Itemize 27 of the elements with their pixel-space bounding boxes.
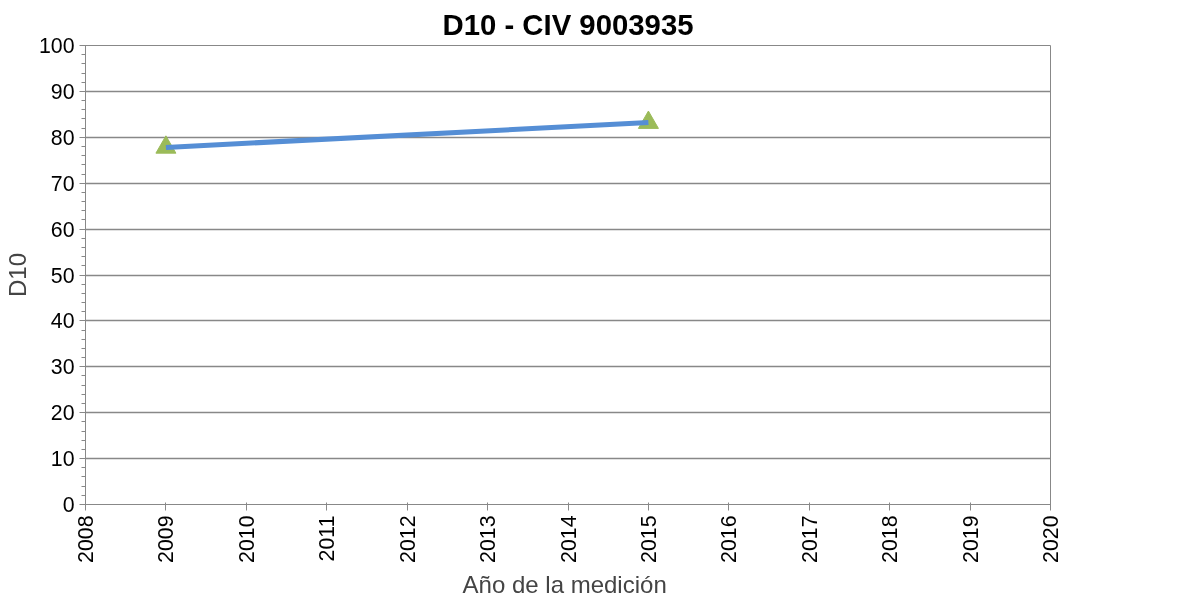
y-tick-label: 100 — [38, 34, 75, 58]
x-tick-label: 2017 — [797, 515, 822, 563]
y-tick-label: 60 — [50, 217, 75, 242]
y-tick-label: 70 — [50, 171, 75, 196]
x-tick-label: 2019 — [958, 515, 983, 563]
y-axis-title: D10 — [3, 252, 31, 298]
x-tick-label: 2013 — [476, 515, 501, 563]
x-tick-label: 2008 — [74, 515, 98, 563]
x-tick-label: 2016 — [717, 515, 742, 563]
x-axis-title: Año de la medición — [462, 570, 667, 598]
x-tick-label: 2020 — [1039, 515, 1063, 563]
y-tick-label: 10 — [50, 447, 75, 472]
x-tick-label: 2012 — [395, 515, 420, 563]
y-tick-label: 30 — [50, 355, 75, 380]
x-tick-label: 2010 — [234, 515, 259, 563]
x-tick-label: 2018 — [878, 515, 903, 563]
y-tick-label: 0 — [62, 493, 75, 517]
y-tick-label: 40 — [50, 309, 75, 334]
x-tick-label: 2015 — [636, 515, 661, 563]
x-tick-label: 2009 — [154, 515, 179, 563]
y-tick-label: 50 — [50, 263, 75, 288]
x-tick-label: 2014 — [556, 515, 581, 563]
chart-title: D10 - CIV 9003935 — [442, 7, 694, 41]
y-tick-label: 90 — [50, 79, 75, 104]
x-tick-label: 2011 — [315, 515, 340, 562]
y-tick-label: 80 — [50, 125, 75, 150]
y-tick-label: 20 — [50, 401, 75, 426]
